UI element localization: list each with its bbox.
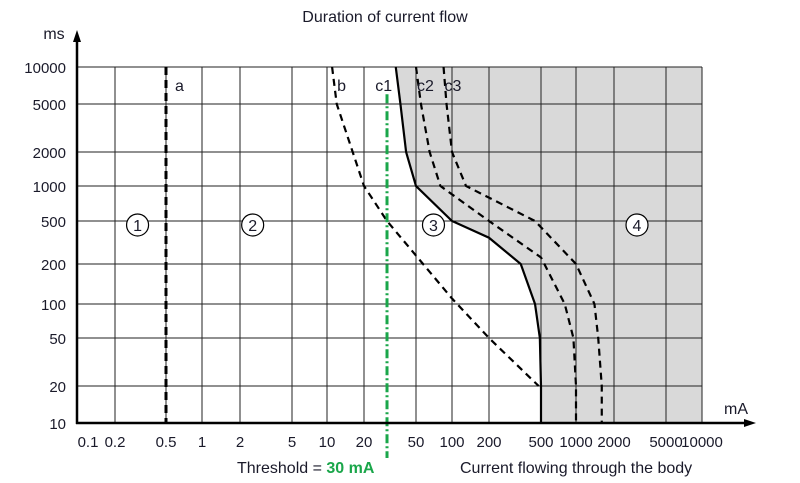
x-tick-label: 100 xyxy=(439,434,464,451)
curve-c3 xyxy=(442,66,603,423)
curve-label-b: b xyxy=(337,78,346,95)
x-tick-label: 10 xyxy=(319,434,336,451)
x-tick-label: 2000 xyxy=(597,434,630,451)
curves: a b c1 c2 c3 xyxy=(164,66,603,423)
shaded-region xyxy=(395,67,702,423)
curve-label-c3: c3 xyxy=(445,78,462,95)
y-tick-label: 2000 xyxy=(33,145,66,162)
x-tick-label: 0.1 xyxy=(78,434,99,451)
threshold-value: 30 mA xyxy=(326,460,374,477)
zone-1-circle xyxy=(125,213,150,237)
x-tick-label: 5 xyxy=(288,434,296,451)
y-tick-label: 500 xyxy=(41,214,66,231)
y-tick-label: 1000 xyxy=(33,179,66,196)
x-tick-label: 0.5 xyxy=(156,434,177,451)
curve-c2 xyxy=(414,66,578,423)
zone-3-circle xyxy=(421,213,446,237)
curve-label-a: a xyxy=(175,78,184,95)
curve-c1 xyxy=(394,66,543,423)
x-tick-label: 500 xyxy=(528,434,553,451)
x-tick-label: 1 xyxy=(198,434,206,451)
curve-label-c2: c2 xyxy=(417,78,434,95)
x-unit-label: mA xyxy=(724,401,748,418)
y-axis-arrow-icon xyxy=(73,30,81,42)
y-tick-label: 50 xyxy=(49,331,66,348)
zone-1-label: 1 xyxy=(133,218,142,235)
x-tick-label: 0.2 xyxy=(105,434,126,451)
x-tick-label: 1000 xyxy=(559,434,592,451)
zone-3-label: 3 xyxy=(429,218,438,235)
y-tick-label: 10000 xyxy=(24,60,66,77)
zone-4-label: 4 xyxy=(633,218,642,235)
curve-label-c1: c1 xyxy=(375,78,392,95)
y-tick-label: 200 xyxy=(41,257,66,274)
y-tick-label: 100 xyxy=(41,297,66,314)
x-tick-label: 50 xyxy=(408,434,425,451)
x-axis-label: Current flowing through the body xyxy=(460,460,692,477)
tick-labels: 0.1 0.2 0.5 1 2 5 10 20 50 100 200 500 1000 2000 50001… xyxy=(24,60,723,451)
x-tick-label: 20 xyxy=(356,434,373,451)
y-tick-label: 10 xyxy=(49,416,66,433)
zone-labels: 1 2 3 4 xyxy=(125,213,649,237)
curve-b xyxy=(330,66,540,387)
y-unit-label: ms xyxy=(43,26,64,43)
x-tick-label: 200 xyxy=(476,434,501,451)
grid xyxy=(77,66,703,424)
zone-2-circle xyxy=(241,213,265,237)
x-tick-label: 5000 xyxy=(649,434,682,451)
y-tick-label: 20 xyxy=(49,379,66,396)
x-axis-arrow-icon xyxy=(744,419,756,427)
threshold-prefix: Threshold = xyxy=(237,460,326,477)
zone-2-label: 2 xyxy=(248,218,257,235)
x-tick-label: 2 xyxy=(236,434,244,451)
x-tick-label: 10000 xyxy=(681,434,723,451)
chart-title: Duration of current flow xyxy=(302,9,468,26)
y-tick-label: 5000 xyxy=(33,97,66,114)
zone-4-circle xyxy=(625,213,649,237)
threshold-label: Threshold = 30 mA xyxy=(237,460,375,477)
